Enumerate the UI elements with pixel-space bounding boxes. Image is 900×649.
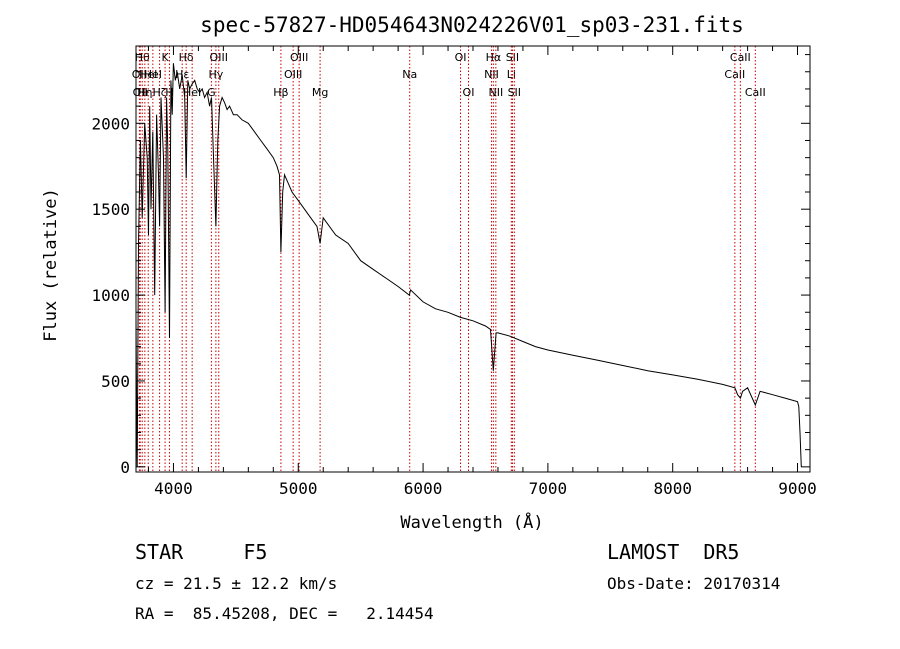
line-marker-label-19: Na xyxy=(402,68,417,81)
line-marker-label-5: HeI xyxy=(144,68,162,81)
chart-title: spec-57827-HD054643N024226V01_sp03-231.f… xyxy=(200,13,744,37)
line-marker-label-27: SII xyxy=(508,86,521,99)
line-marker-label-3: Hη xyxy=(137,86,152,99)
line-marker-label-16: OIII xyxy=(284,68,302,81)
x-tick-label-9000: 9000 xyxy=(778,479,817,498)
line-marker-label-6: Hζ xyxy=(152,86,166,99)
line-marker-label-28: CaII xyxy=(724,68,745,81)
y-tick-label-1500: 1500 xyxy=(91,200,130,219)
line-marker-label-13: G xyxy=(207,86,216,99)
x-tick-label-8000: 8000 xyxy=(653,479,692,498)
redshift-label: cz = 21.5 ± 12.2 km/s xyxy=(135,574,338,593)
y-tick-label-0: 0 xyxy=(120,458,130,477)
line-marker-label-2: Hθ xyxy=(135,51,150,64)
spectrum-line xyxy=(135,63,802,467)
y-tick-label-1000: 1000 xyxy=(91,286,130,305)
object-class-label: STAR F5 xyxy=(135,540,268,564)
line-marker-layer: OIIOIIHθHηHeIHeIHζKHHδHεHeIHγGOIIIHβOIII… xyxy=(132,46,766,472)
line-marker-label-24: NII xyxy=(488,86,503,99)
line-marker-label-29: CaII xyxy=(730,51,751,64)
line-marker-label-8: H xyxy=(165,86,173,99)
line-marker-label-30: CaII xyxy=(745,86,766,99)
line-marker-label-12: Hγ xyxy=(208,68,223,81)
line-marker-label-15: Hβ xyxy=(273,86,288,99)
line-marker-label-9: Hδ xyxy=(179,51,194,64)
line-marker-label-26: SII xyxy=(506,51,519,64)
line-marker-label-7: K xyxy=(161,51,169,64)
y-axis-label: Flux (relative) xyxy=(41,188,61,342)
plot-frame xyxy=(135,45,811,473)
x-axis-label: Wavelength (Å) xyxy=(400,511,543,533)
line-marker-label-23: Hα xyxy=(486,51,502,64)
survey-label: LAMOST DR5 xyxy=(607,540,740,564)
line-marker-label-14: OIII xyxy=(210,51,228,64)
obs-date-label: Obs-Date: 20170314 xyxy=(607,574,781,593)
y-tick-label-2000: 2000 xyxy=(91,114,130,133)
line-marker-label-11: HeI xyxy=(183,86,201,99)
x-tick-label-7000: 7000 xyxy=(529,479,568,498)
x-tick-label-4000: 4000 xyxy=(154,479,193,498)
line-marker-label-18: Mg xyxy=(312,86,328,99)
axis-layer: 4000 5000 6000 7000 8000 9000 0 500 1000 1500 2000 xyxy=(91,46,817,498)
line-marker-label-21: OI xyxy=(463,86,475,99)
coordinates-label: RA = 85.45208, DEC = 2.14454 xyxy=(135,604,434,623)
x-tick-label-6000: 6000 xyxy=(404,479,443,498)
line-marker-label-17: OIII xyxy=(290,51,308,64)
line-marker-label-20: OI xyxy=(455,51,467,64)
x-tick-label-5000: 5000 xyxy=(279,479,318,498)
line-marker-label-10: Hε xyxy=(175,68,189,81)
y-tick-label-500: 500 xyxy=(101,372,130,391)
line-marker-label-25: Li xyxy=(507,68,516,81)
line-marker-label-22: NII xyxy=(484,68,499,81)
